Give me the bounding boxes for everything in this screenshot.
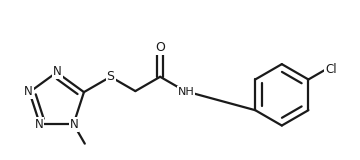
Text: N: N [53, 65, 62, 78]
Text: NH: NH [177, 87, 194, 97]
Text: N: N [24, 85, 33, 98]
Text: N: N [53, 65, 62, 78]
Text: N: N [35, 118, 43, 131]
Text: S: S [107, 70, 114, 83]
Text: Cl: Cl [325, 63, 337, 76]
Text: N: N [70, 118, 78, 131]
Text: O: O [155, 41, 165, 54]
